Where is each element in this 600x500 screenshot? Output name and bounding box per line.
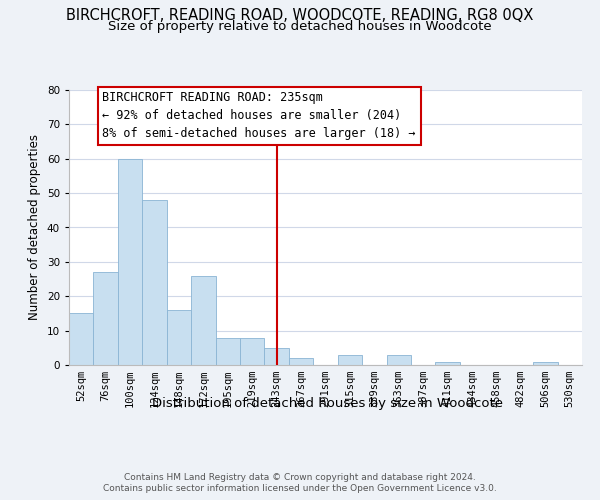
Bar	[436, 362, 460, 365]
Text: Distribution of detached houses by size in Woodcote: Distribution of detached houses by size …	[151, 398, 503, 410]
Bar	[69, 314, 94, 365]
Text: Contains public sector information licensed under the Open Government Licence v3: Contains public sector information licen…	[103, 484, 497, 493]
Bar	[118, 158, 142, 365]
Bar	[215, 338, 240, 365]
Text: Size of property relative to detached houses in Woodcote: Size of property relative to detached ho…	[108, 20, 492, 33]
Bar	[240, 338, 265, 365]
Text: BIRCHCROFT READING ROAD: 235sqm
← 92% of detached houses are smaller (204)
8% of: BIRCHCROFT READING ROAD: 235sqm ← 92% of…	[103, 92, 416, 140]
Y-axis label: Number of detached properties: Number of detached properties	[28, 134, 41, 320]
Text: BIRCHCROFT, READING ROAD, WOODCOTE, READING, RG8 0QX: BIRCHCROFT, READING ROAD, WOODCOTE, READ…	[67, 8, 533, 22]
Bar	[386, 354, 411, 365]
Bar	[289, 358, 313, 365]
Text: Contains HM Land Registry data © Crown copyright and database right 2024.: Contains HM Land Registry data © Crown c…	[124, 472, 476, 482]
Bar	[94, 272, 118, 365]
Bar	[338, 354, 362, 365]
Bar	[533, 362, 557, 365]
Bar	[191, 276, 215, 365]
Bar	[265, 348, 289, 365]
Bar	[142, 200, 167, 365]
Bar	[167, 310, 191, 365]
